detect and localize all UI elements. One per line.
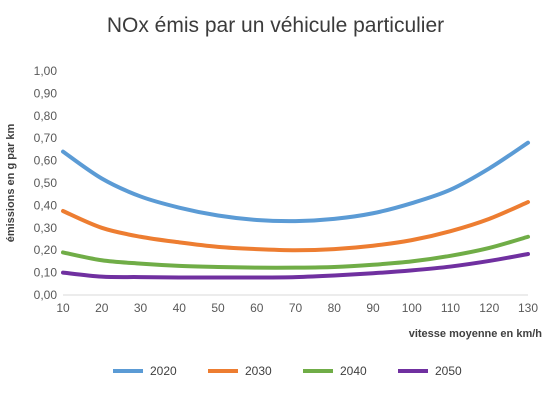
series-line-2020 <box>61 140 530 224</box>
legend-label-2040: 2040 <box>340 364 367 378</box>
x-axis-ticks: 10 20 30 40 50 60 70 80 90 100 110 120 130 <box>56 301 538 315</box>
series-lines <box>61 140 530 280</box>
legend: 2020 2030 2040 2050 <box>113 364 462 378</box>
y-tick-label: 0,30 <box>34 221 58 235</box>
x-tick-label: 110 <box>441 301 460 315</box>
legend-label-2050: 2050 <box>435 364 462 378</box>
y-tick-label: 0,40 <box>34 198 58 212</box>
series-line-2030 <box>61 200 530 253</box>
x-tick-label: 130 <box>518 301 538 315</box>
x-tick-label: 100 <box>402 301 422 315</box>
x-tick-label: 30 <box>134 301 148 315</box>
x-tick-label: 60 <box>250 301 264 315</box>
y-tick-label: 0,60 <box>34 154 58 168</box>
y-tick-label: 0,20 <box>34 243 58 257</box>
x-tick-label: 80 <box>328 301 342 315</box>
x-tick-label: 70 <box>289 301 303 315</box>
y-axis-ticks: 0,00 0,10 0,20 0,30 0,40 0,50 0,60 0,70 0,80 0,90… <box>34 64 58 302</box>
x-tick-label: 40 <box>173 301 187 315</box>
y-tick-label: 0,10 <box>34 266 58 280</box>
x-tick-label: 50 <box>211 301 225 315</box>
y-tick-label: 0,80 <box>34 109 58 123</box>
x-tick-label: 90 <box>366 301 380 315</box>
x-tick-label: 120 <box>479 301 499 315</box>
y-tick-label: 0,70 <box>34 131 58 145</box>
chart-title: NOx émis par un véhicule particulier <box>106 14 445 37</box>
legend-label-2030: 2030 <box>245 364 272 378</box>
x-tick-label: 10 <box>56 301 70 315</box>
x-tick-label: 20 <box>95 301 109 315</box>
y-tick-label: 1,00 <box>34 64 58 78</box>
series-line-2040 <box>61 234 530 270</box>
legend-label-2020: 2020 <box>150 364 177 378</box>
x-axis-title: vitesse moyenne en km/h <box>409 328 543 340</box>
y-tick-label: 0,90 <box>34 86 58 100</box>
y-tick-label: 0,00 <box>34 288 58 302</box>
y-tick-label: 0,50 <box>34 176 58 190</box>
y-axis-title: émissions en g par km <box>5 123 17 242</box>
series-line-2050 <box>61 252 530 280</box>
